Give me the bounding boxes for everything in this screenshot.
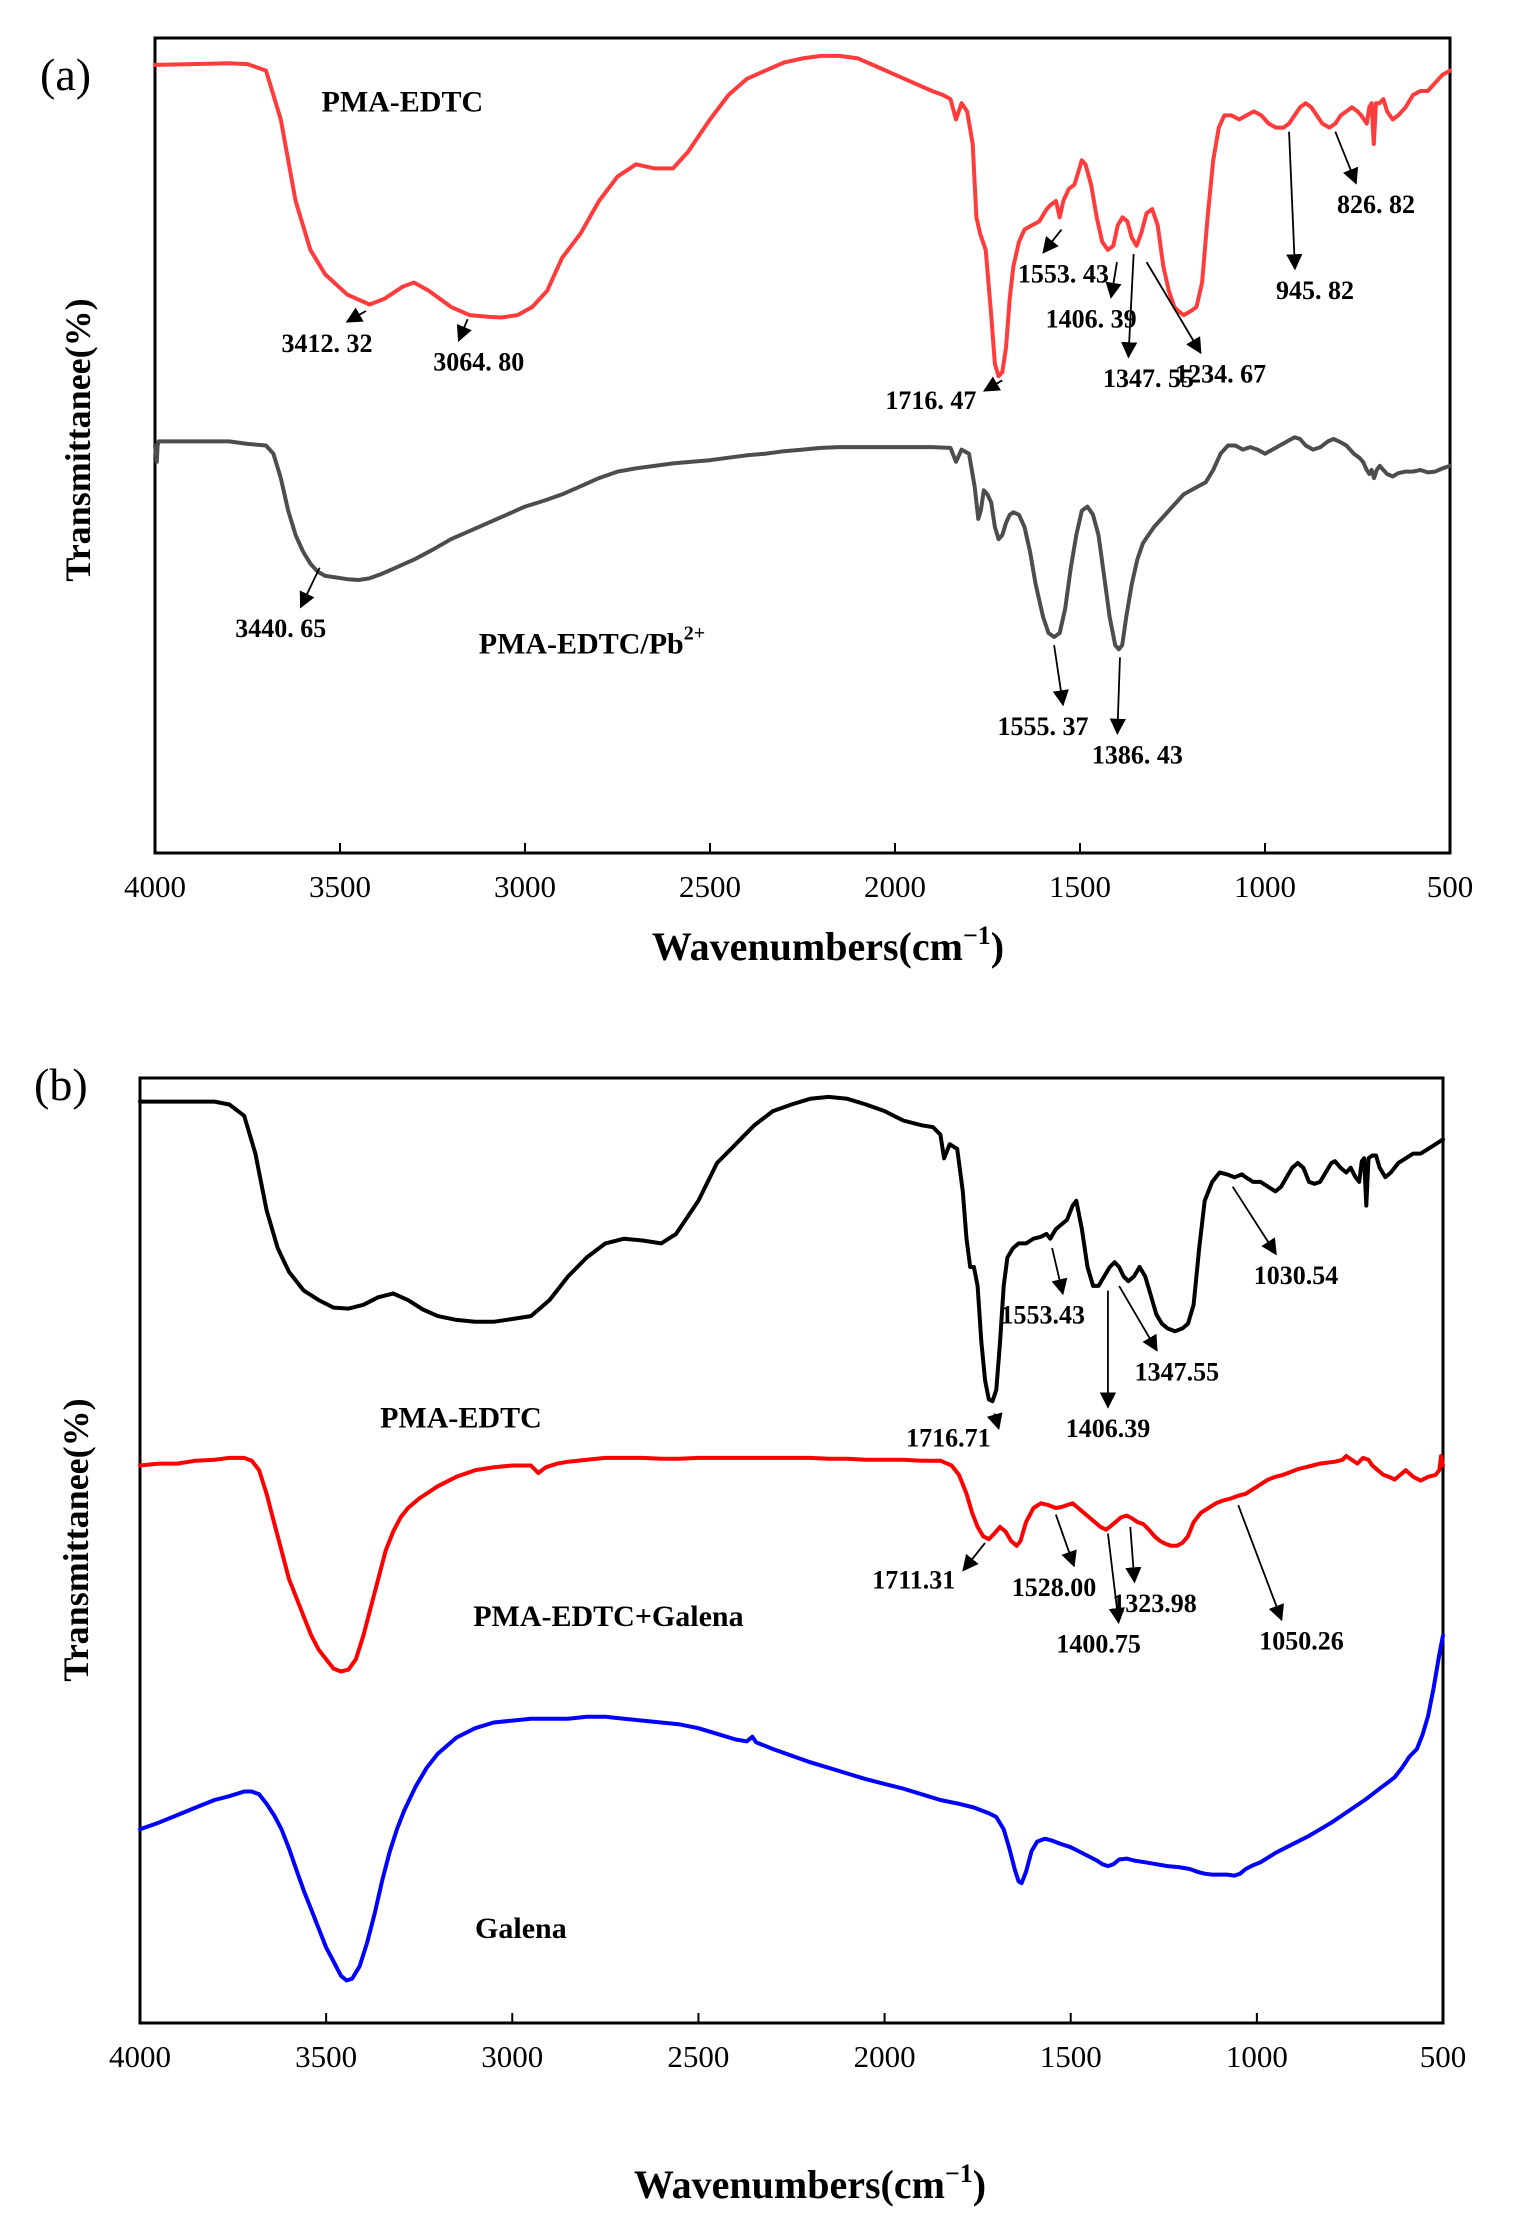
panel-b-annotation-arrow bbox=[1051, 1247, 1068, 1296]
panel-b-x-tick-label: 3000 bbox=[481, 2039, 543, 2074]
panel-a-axes-frame bbox=[153, 36, 1452, 855]
panel-b-label: (b) bbox=[34, 1059, 88, 1110]
panel-b-x-tick-label: 4000 bbox=[109, 2039, 171, 2074]
panel-a-annotation-label: 1406. 39 bbox=[1046, 304, 1137, 333]
panel-a-label: (a) bbox=[40, 49, 91, 100]
panel-a-annotation-label: 826. 82 bbox=[1337, 190, 1415, 219]
panel-b-annotation-label: 1406.39 bbox=[1066, 1414, 1151, 1443]
panel-a-annotation-arrow bbox=[1286, 131, 1303, 271]
panel-b-y-axis-title: Transmittanee(%) bbox=[56, 1398, 96, 1681]
panel-a-annotation-label: 1553. 43 bbox=[1018, 260, 1109, 289]
panel-a-annotation-arrow bbox=[1052, 645, 1069, 707]
panel-a-annotation-arrow bbox=[1334, 131, 1359, 185]
panel-a-x-tick-label: 1500 bbox=[1049, 869, 1111, 904]
panel-b-plot-area: 4000 3500 3000 2500 2000 1500 1000 500 PMA-EDTC P… bbox=[109, 1076, 1467, 2074]
panel-b-annotation-label: 1716.71 bbox=[906, 1424, 991, 1453]
panel-a-annotation-label: 1716. 47 bbox=[885, 386, 976, 415]
panel-b-annotation-label: 1528.00 bbox=[1012, 1573, 1097, 1602]
panel-b-series-line-pma-edtc bbox=[138, 1094, 1445, 1404]
panel-a-annotation-arrow bbox=[1042, 228, 1063, 254]
panel-b-annotation-arrow bbox=[1054, 1514, 1077, 1568]
panel-a-x-tick-label: 3500 bbox=[309, 869, 371, 904]
panel-a-y-axis-title: Transmittanee(%) bbox=[58, 298, 98, 581]
panel-b-annotation-arrow bbox=[1237, 1504, 1284, 1622]
panel-b: (b) Transmittanee(%) 4000 3500 3000 2500 200… bbox=[34, 1059, 1466, 2207]
panel-b-x-tick-label: 2000 bbox=[854, 2039, 916, 2074]
panel-a-annotation-label: 1347. 55 bbox=[1103, 364, 1194, 393]
panel-a-annotation-arrow bbox=[1121, 253, 1138, 359]
panel-b-x-tick-label: 500 bbox=[1420, 2039, 1467, 2074]
panel-a-x-tick-label: 2000 bbox=[864, 869, 926, 904]
panel-b-axes-frame bbox=[138, 1076, 1445, 2025]
panel-b-annotation-label: 1553.43 bbox=[1001, 1301, 1086, 1330]
panel-a-series-label: PMA-EDTC/Pb2+ bbox=[479, 622, 705, 660]
panel-b-x-tick-label: 1500 bbox=[1040, 2039, 1102, 2074]
panel-b-x-tick-label: 3500 bbox=[295, 2039, 357, 2074]
panel-b-x-tick-label: 2500 bbox=[667, 2039, 729, 2074]
panel-a-series-label: PMA-EDTC bbox=[322, 85, 484, 118]
panel-b-annotation-arrow bbox=[986, 1412, 1003, 1431]
panel-b-annotation-label: 1050.26 bbox=[1259, 1627, 1344, 1656]
panel-b-series-label: PMA-EDTC+Galena bbox=[473, 1600, 743, 1633]
panel-a-plot-area: 4000 3500 3000 2500 2000 1500 1000 500 PMA-EDTC P… bbox=[124, 36, 1474, 904]
panel-b-annotation-label: 1711.31 bbox=[872, 1565, 955, 1594]
panel-a-x-tick-label: 2500 bbox=[679, 869, 741, 904]
panel-a: (a) Transmittanee(%) 4000 3500 3000 2500 200… bbox=[40, 36, 1474, 969]
panel-a-annotation-label: 1555. 37 bbox=[998, 712, 1089, 741]
panel-b-annotation-label: 1323.98 bbox=[1112, 1589, 1197, 1618]
panel-a-annotation-arrow bbox=[1105, 261, 1122, 299]
panel-a-x-axis-title: Wavenumbers(cm−1) bbox=[652, 921, 1004, 969]
panel-a-x-tick-label: 4000 bbox=[124, 869, 186, 904]
panel-a-annotation-label: 1234. 67 bbox=[1175, 360, 1266, 389]
panel-a-annotation-label: 3064. 80 bbox=[433, 348, 524, 377]
panel-a-annotation-arrow bbox=[456, 318, 472, 343]
panel-b-annotation-label: 1347.55 bbox=[1135, 1357, 1220, 1386]
panel-a-annotation-arrow bbox=[345, 307, 367, 323]
panel-a-annotation-label: 3412. 32 bbox=[282, 329, 373, 358]
panel-a-annotation-arrow bbox=[1145, 261, 1202, 355]
panel-b-annotation-arrow bbox=[1125, 1526, 1142, 1584]
panel-b-annotation-arrow bbox=[1231, 1186, 1277, 1256]
panel-a-annotation-label: 1386. 43 bbox=[1092, 740, 1183, 769]
panel-b-annotation-arrow bbox=[962, 1542, 986, 1572]
panel-a-annotation-arrow bbox=[983, 376, 1003, 392]
panel-a-x-tick-label: 3000 bbox=[494, 869, 556, 904]
panel-b-annotation-arrow bbox=[1118, 1285, 1158, 1352]
panel-b-series-line-pma-edtc-galena bbox=[138, 1454, 1445, 1674]
panel-b-annotation-label: 1400.75 bbox=[1056, 1630, 1141, 1659]
panel-b-series-label: PMA-EDTC bbox=[380, 1402, 542, 1435]
panel-a-series-line-pma-edtc bbox=[153, 53, 1452, 379]
panel-b-x-tick-label: 1000 bbox=[1226, 2039, 1288, 2074]
panel-b-series-label: Galena bbox=[475, 1912, 567, 1945]
panel-b-annotation-label: 1030.54 bbox=[1254, 1261, 1339, 1290]
panel-a-annotation-arrow bbox=[1109, 657, 1126, 735]
panel-a-series-line-pma-edtc-pb bbox=[153, 435, 1452, 652]
panel-a-x-tick-label: 500 bbox=[1427, 869, 1474, 904]
panel-a-annotation-label: 3440. 65 bbox=[235, 614, 326, 643]
panel-a-x-tick-label: 1000 bbox=[1234, 869, 1296, 904]
panel-b-x-axis-title: Wavenumbers(cm−1) bbox=[634, 2159, 986, 2207]
panel-a-annotation-label: 945. 82 bbox=[1276, 276, 1354, 305]
panel-b-series-line-galena bbox=[138, 1633, 1445, 1983]
panel-a-annotation-arrow bbox=[299, 567, 321, 609]
panel-b-annotation-arrow bbox=[1107, 1533, 1125, 1625]
